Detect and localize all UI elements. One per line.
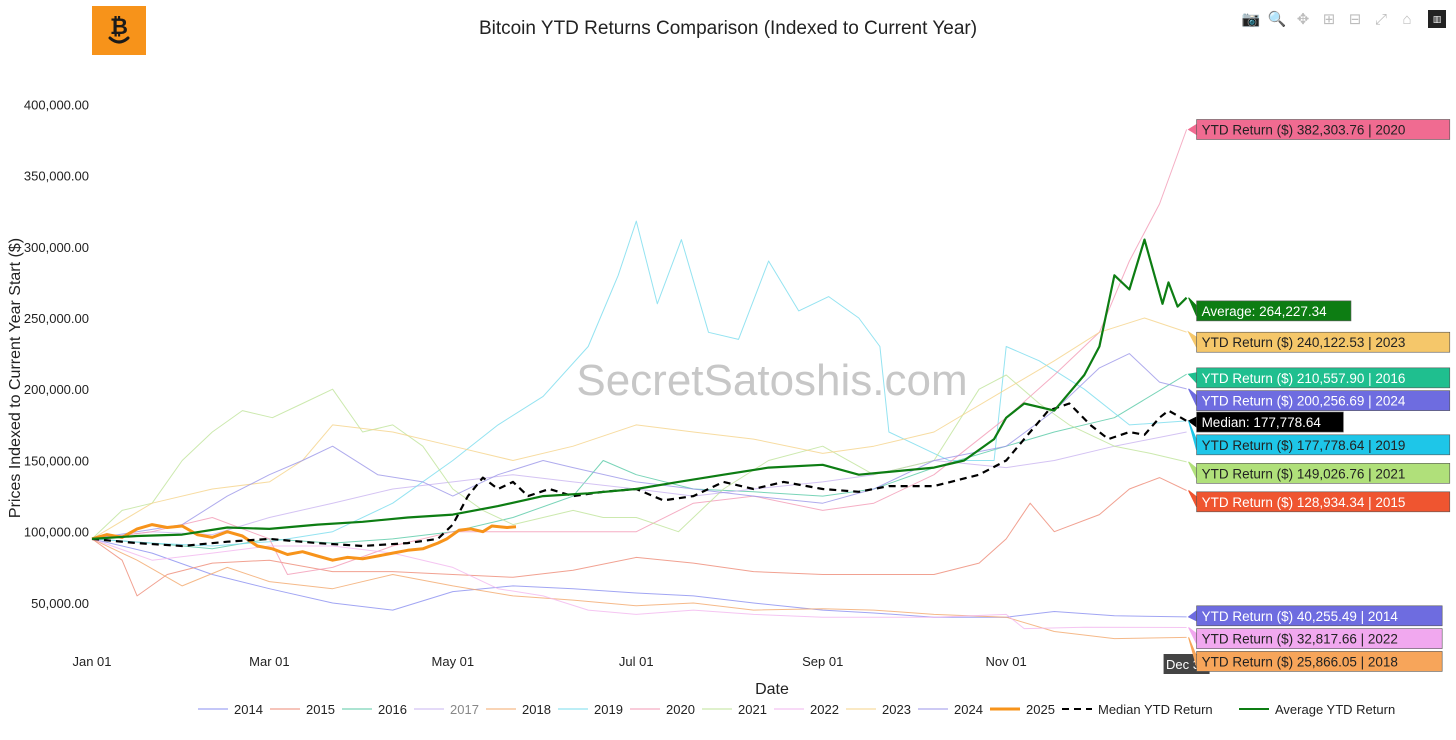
tooltip-box (1196, 628, 1443, 649)
legend-item-label[interactable]: 2015 (306, 702, 335, 717)
legend-item-label[interactable]: 2024 (954, 702, 983, 717)
legend-item-label[interactable]: 2017 (450, 702, 479, 717)
tooltip-pointer (1188, 490, 1198, 508)
tooltip-pointer (1187, 609, 1198, 622)
series-line-2020 (91, 129, 1188, 575)
y-tick-label: 250,000.00 (24, 311, 89, 326)
series-line-2018 (91, 538, 1187, 640)
svg-text:₿: ₿ (110, 15, 128, 40)
chart-title: Bitcoin YTD Returns Comparison (Indexed … (479, 18, 977, 39)
zoom-out-icon[interactable]: ⊟ (1348, 11, 1362, 28)
legend-item-label[interactable]: Median YTD Return (1098, 702, 1213, 717)
tooltip-pointer (1188, 461, 1198, 479)
tooltip-box (1196, 434, 1451, 456)
tooltip-box (1196, 463, 1451, 484)
tooltip-label: YTD Return ($) 210,557.90 | 2016 (1202, 371, 1406, 386)
tooltip-pointer (1187, 372, 1198, 385)
series-line-median-ytd-return (91, 402, 1188, 548)
legend-item-label[interactable]: 2025 (1026, 702, 1055, 717)
tooltip-box (1196, 331, 1451, 353)
series-line-2023 (91, 317, 1187, 540)
tooltip-label: Average: 264,227.34 (1202, 304, 1328, 319)
tooltip-box (1196, 119, 1451, 140)
series-line-2022 (91, 538, 1187, 630)
legend-item-label[interactable]: 2019 (594, 702, 623, 717)
x-tick-label: Jan 01 (72, 654, 111, 669)
tooltip-box (1196, 390, 1451, 411)
legend-item-label[interactable]: 2022 (810, 702, 839, 717)
tooltip-box (1196, 605, 1443, 627)
y-tick-label: 200,000.00 (24, 382, 89, 397)
tooltip-label: YTD Return ($) 25,866.05 | 2018 (1202, 654, 1398, 669)
x-tick-label: Nov 01 (986, 654, 1027, 669)
series-line-2017 (91, 431, 1187, 540)
tooltip-label: YTD Return ($) 149,026.76 | 2021 (1202, 466, 1406, 481)
legend-item-label[interactable]: Average YTD Return (1275, 702, 1395, 717)
tooltip-box (1196, 491, 1451, 513)
y-tick-label: 400,000.00 (24, 97, 89, 112)
zoom-in-icon[interactable]: ⊞ (1322, 11, 1336, 28)
autoscale-icon[interactable]: ⤢ (1374, 10, 1387, 28)
legend-item-label[interactable]: 2016 (378, 702, 407, 717)
series-line-2021 (91, 374, 1187, 540)
series-line-average-ytd-return (91, 238, 1188, 540)
y-tick-label: 300,000.00 (24, 240, 89, 255)
watermark: SecretSatoshis.com (576, 356, 967, 405)
x-tick-label: Jul 01 (619, 654, 654, 669)
tooltip-label: YTD Return ($) 128,934.34 | 2015 (1202, 495, 1406, 510)
bitcoin-smile-logo-icon: ₿ (108, 15, 130, 44)
y-tick-label: 100,000.00 (24, 525, 89, 540)
y-tick-label: 350,000.00 (24, 169, 89, 184)
brand-logo: ₿ (92, 6, 146, 55)
x-tick-label: May 01 (432, 654, 475, 669)
home-icon[interactable]: ⌂ (1402, 10, 1412, 28)
y-tick-label: 50,000.00 (31, 596, 89, 611)
camera-icon[interactable]: 📷 (1241, 11, 1261, 28)
tooltip-label: YTD Return ($) 32,817.66 | 2022 (1202, 632, 1398, 647)
tooltip-label: YTD Return ($) 382,303.76 | 2020 (1202, 122, 1406, 137)
tooltip-box (1196, 300, 1352, 322)
series-line-2025 (91, 523, 517, 562)
tooltip-pointer (1187, 123, 1198, 136)
tooltip-label: YTD Return ($) 177,778.64 | 2019 (1202, 438, 1406, 453)
x-axis-title: Date (755, 681, 789, 698)
x-tick-label: Mar 01 (249, 654, 289, 669)
series-line-2019 (91, 220, 1187, 547)
tooltip-label: Median: 177,778.64 (1202, 415, 1322, 430)
tooltip-label: YTD Return ($) 40,255.49 | 2014 (1202, 609, 1399, 624)
chart-toolbar: 📷 🔍 ✥ ⊞ ⊟ ⤢ ⌂ ▥ (1240, 8, 1446, 30)
y-tick-label: 150,000.00 (24, 453, 89, 468)
plotly-logo-icon[interactable]: ▥ (1428, 10, 1446, 28)
legend-item-label[interactable]: 2023 (882, 702, 911, 717)
y-axis-title: Prices Indexed to Current Year Start ($) (7, 238, 24, 518)
series-line-2015 (91, 477, 1187, 597)
legend-item-label[interactable]: 2018 (522, 702, 551, 717)
pan-icon[interactable]: ✥ (1296, 11, 1310, 28)
x-tick-label: Sep 01 (802, 654, 843, 669)
tooltip-pointer (1188, 297, 1198, 317)
tooltip-box (1196, 411, 1344, 433)
legend-item-label[interactable]: 2020 (666, 702, 695, 717)
tooltip-label: YTD Return ($) 200,256.69 | 2024 (1202, 394, 1406, 409)
legend-item-label[interactable]: 2021 (738, 702, 767, 717)
tooltip-pointer (1187, 330, 1198, 348)
tooltip-box (1196, 367, 1451, 389)
legend-item-label[interactable]: 2014 (234, 702, 263, 717)
tooltip-pointer (1188, 388, 1198, 406)
tooltip-box (1196, 651, 1443, 672)
tooltip-label: YTD Return ($) 240,122.53 | 2023 (1202, 335, 1406, 350)
zoom-icon[interactable]: 🔍 (1267, 11, 1287, 28)
